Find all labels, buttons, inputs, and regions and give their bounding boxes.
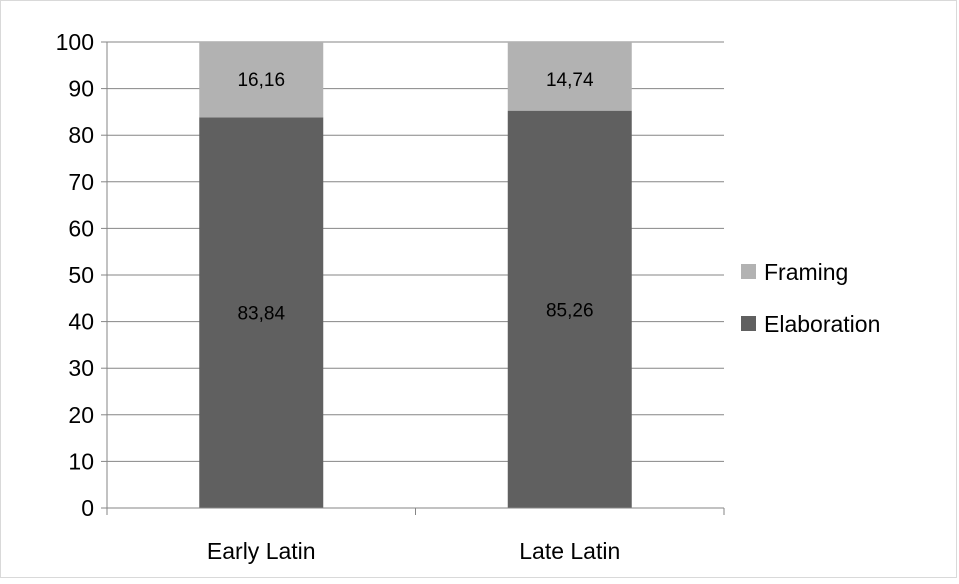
data-label: 85,26 <box>546 300 594 321</box>
y-tick-label: 0 <box>81 495 94 521</box>
data-label: 16,16 <box>237 70 285 91</box>
bars <box>199 42 632 508</box>
x-tick-label: Early Latin <box>207 538 316 564</box>
legend-swatch-elaboration <box>741 316 756 331</box>
y-tick-label: 100 <box>56 29 94 55</box>
legend: Framing Elaboration <box>741 259 880 337</box>
bar-elaboration-late-latin <box>507 110 632 508</box>
legend-swatch-framing <box>741 264 756 279</box>
y-tick-label: 50 <box>68 262 94 288</box>
bar-framing-late-latin <box>507 42 632 111</box>
bar-elaboration-early-latin <box>199 117 324 508</box>
bar-framing-early-latin <box>199 42 324 118</box>
legend-label-elaboration: Elaboration <box>764 311 880 337</box>
data-labels: 83,84 16,16 85,26 14,74 <box>237 70 593 325</box>
y-tick-label: 30 <box>68 355 94 381</box>
y-tick-label: 40 <box>68 309 94 335</box>
data-label: 83,84 <box>237 304 285 325</box>
x-tick-label: Late Latin <box>519 538 620 564</box>
legend-label-framing: Framing <box>764 259 848 285</box>
y-tick-label: 70 <box>68 169 94 195</box>
y-tick-label: 20 <box>68 402 94 428</box>
y-tick-label: 60 <box>68 215 94 241</box>
y-tick-label: 10 <box>68 448 94 474</box>
data-label: 14,74 <box>546 70 594 91</box>
y-tick-label: 90 <box>68 76 94 102</box>
y-tick-label: 80 <box>68 122 94 148</box>
axes: 0 10 20 30 40 50 60 70 80 90 100 Early Latin Late La… <box>56 29 725 564</box>
